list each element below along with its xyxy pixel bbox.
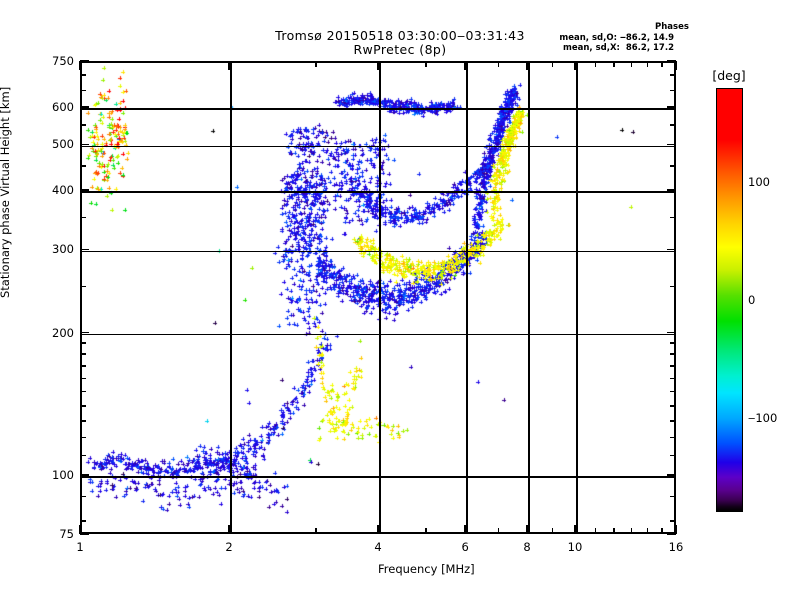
x-axis-title: Frequency [MHz] xyxy=(378,562,475,576)
phases-heading: Phases xyxy=(655,22,689,32)
y-tick-label: 400 xyxy=(52,183,74,198)
x-tick-label: 2 xyxy=(225,540,233,554)
x-tick-label: 4 xyxy=(374,540,382,554)
y-axis-title: Stationary phase Virtual Height [km] xyxy=(0,86,12,298)
x-tick-label: 1 xyxy=(76,540,84,554)
x-tick-label: 6 xyxy=(461,540,469,554)
phases-x-stat: mean, sd,X: 86.2, 17.2 xyxy=(563,43,674,53)
y-tick-label: 75 xyxy=(59,527,74,541)
y-tick-label: 750 xyxy=(52,54,74,68)
figure-title-line1: Tromsø 20150518 03:30:00‒03:31:43 xyxy=(275,28,525,43)
colorbar-tick-label: 100 xyxy=(748,175,770,190)
colorbar-tick-label: ‒100 xyxy=(748,410,778,425)
x-tick-label: 16 xyxy=(668,540,684,554)
y-tick-label: 500 xyxy=(52,137,74,152)
x-tick-label: 10 xyxy=(567,540,583,554)
plot-area xyxy=(80,61,678,536)
colorbar xyxy=(716,88,743,512)
y-tick-label: 300 xyxy=(52,242,74,257)
figure-title-line2: RwPretec (8p) xyxy=(353,42,447,57)
phases-o-stat: mean, sd,O: ‒86.2, 14.9 xyxy=(559,33,674,43)
y-tick-label: 100 xyxy=(52,467,74,482)
x-tick-label: 8 xyxy=(523,540,531,554)
y-tick-label: 600 xyxy=(52,99,74,114)
colorbar-unit-label: [deg] xyxy=(712,68,746,83)
y-tick-label: 200 xyxy=(52,325,74,340)
colorbar-tick-label: 0 xyxy=(748,293,756,307)
